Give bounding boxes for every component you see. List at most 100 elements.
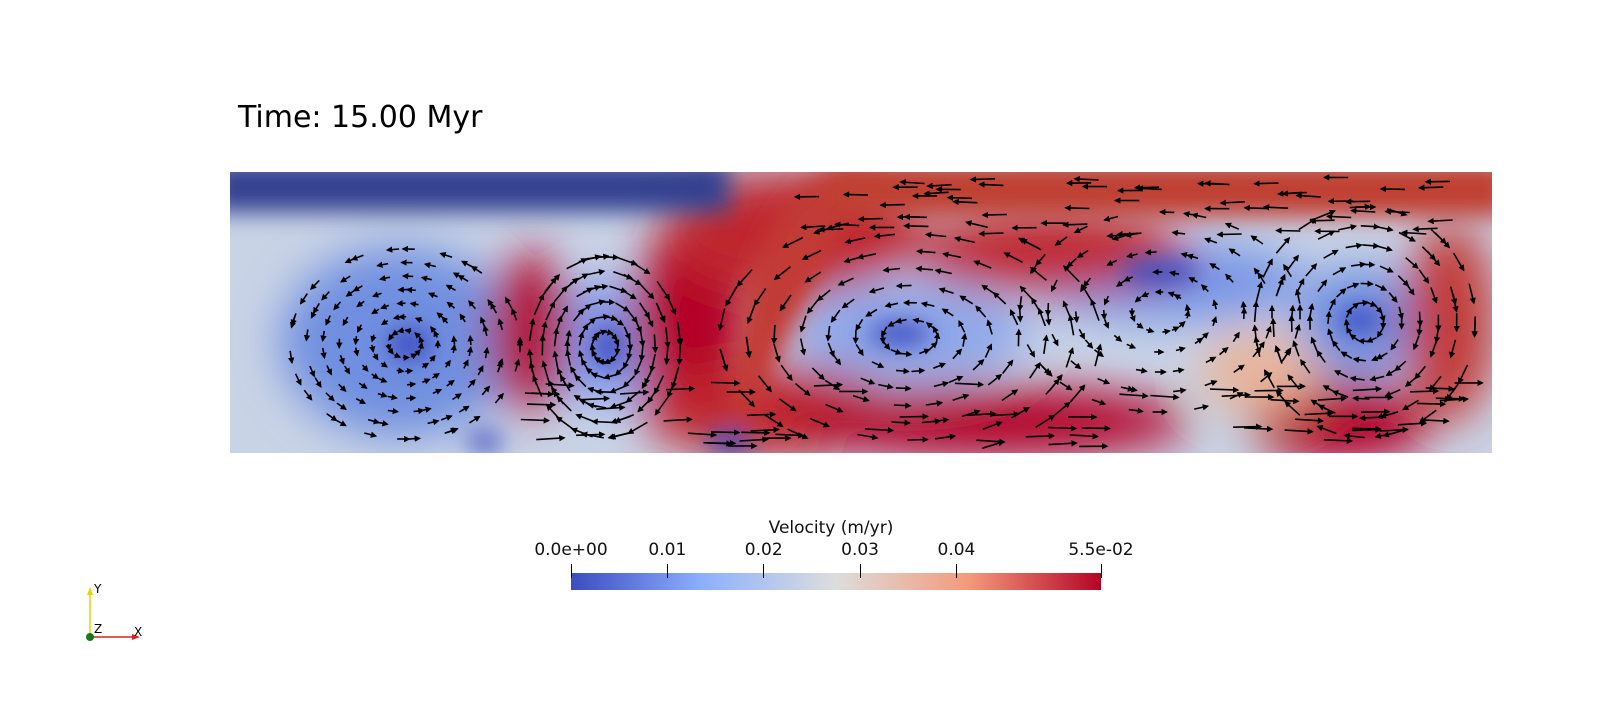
velocity-arrow [1419,187,1443,188]
velocity-arrow [654,334,655,352]
velocity-arrow [954,202,978,203]
velocity-arrow [454,337,455,345]
velocity-arrow [1361,283,1373,284]
velocity-arrow [397,370,404,371]
velocity-arrow [741,432,769,433]
velocity-arrow [1273,319,1274,337]
velocity-arrow [406,398,415,399]
velocity-arrow [1245,208,1269,209]
velocity-arrow [1360,417,1378,418]
velocity-arrow [859,219,883,220]
colorbar-tick-label: 0.03 [841,540,879,560]
velocity-arrow [1381,189,1405,190]
velocity-arrow [1360,264,1374,265]
velocity-arrow [711,383,739,384]
velocity-arrow [1359,341,1369,342]
velocity-arrow [912,370,925,371]
velocity-arrow [470,336,471,345]
colorbar-tick-label: 0.02 [745,540,783,560]
axis-z-label: Z [94,622,102,636]
velocity-arrow [844,194,868,195]
colorbar-tick-mark [956,564,957,578]
velocity-arrow [747,414,775,415]
velocity-arrow [1475,316,1476,336]
velocity-arrow [1233,427,1261,428]
velocity-arrow [1210,389,1238,390]
velocity-field-svg [230,172,1492,453]
velocity-arrow [711,432,739,433]
colorbar-tick-mark [1101,564,1102,578]
velocity-arrow [408,438,420,439]
velocity-arrow [774,325,775,343]
velocity-arrow [894,405,910,406]
velocity-arrow [1361,412,1389,413]
velocity-arrow [1135,187,1159,188]
velocity-arrow [1276,231,1300,232]
colorbar-gradient [571,573,1101,590]
colorbar-tick-mark [860,564,861,578]
velocity-arrow [819,229,843,230]
colorbar-tick-label: 0.04 [938,540,976,560]
velocity-arrow [1026,436,1054,437]
velocity-arrow [1352,430,1380,431]
velocity-arrow [406,330,412,331]
velocity-field-plot [230,172,1492,453]
velocity-arrow [1243,302,1244,313]
orientation-axes-svg [78,585,158,645]
velocity-arrow [1420,312,1421,326]
velocity-arrow [1104,310,1105,319]
axis-y-label: Y [94,582,101,596]
velocity-arrow [576,434,604,435]
velocity-arrow [980,233,1004,234]
velocity-arrow [1410,391,1438,392]
velocity-arrow [407,384,415,385]
velocity-arrow [1386,211,1410,212]
colorbar-tick-label: 5.5e-02 [1068,540,1133,560]
velocity-arrow [1076,311,1077,322]
velocity-arrow [1426,388,1454,389]
colorbar-tick-label: 0.01 [648,540,686,560]
colorbar-tick-mark [763,564,764,578]
colorbar-tick-label: 0.0e+00 [534,540,607,560]
velocity-arrow [1352,428,1380,429]
velocity-arrow [900,416,928,417]
velocity-arrow [387,249,399,250]
velocity-arrow [971,179,995,180]
velocity-arrow [897,285,912,286]
velocity-arrow [1311,220,1335,221]
colorbar-title: Velocity (m/yr) [700,518,962,538]
velocity-arrow [356,336,357,344]
velocity-arrow [907,440,927,441]
velocity-arrow [1063,224,1087,225]
velocity-arrow [1417,403,1445,404]
velocity-arrow [881,205,905,206]
velocity-arrow [1162,331,1169,332]
orientation-axes: Y Z X [78,585,158,645]
colorbar-tick-mark [571,564,572,578]
velocity-arrow [596,257,618,258]
velocity-arrow [1436,398,1464,399]
colorbar-tick-mark [667,564,668,578]
velocity-arrow [896,370,909,371]
velocity-arrow [1146,252,1157,253]
velocity-arrow [421,343,422,349]
velocity-arrow [948,198,972,199]
velocity-arrow [1160,212,1174,213]
velocity-arrow [1414,228,1438,229]
velocity-arrow [599,302,614,303]
velocity-arrow [1048,303,1049,315]
velocity-arrow [593,422,613,423]
velocity-arrow [1354,398,1370,399]
velocity-arrow [405,371,412,372]
velocity-arrow [979,184,1003,185]
velocity-arrow [1066,208,1090,209]
velocity-arrow [1048,428,1076,429]
velocity-arrow [892,422,910,423]
time-annotation: Time: 15.00 Myr [238,100,482,135]
velocity-arrow [901,353,912,354]
velocity-arrow [407,290,416,291]
velocity-arrow [1198,184,1222,185]
velocity-arrow [1218,234,1242,235]
axis-x-label: X [134,625,142,639]
velocity-arrow [896,388,910,389]
